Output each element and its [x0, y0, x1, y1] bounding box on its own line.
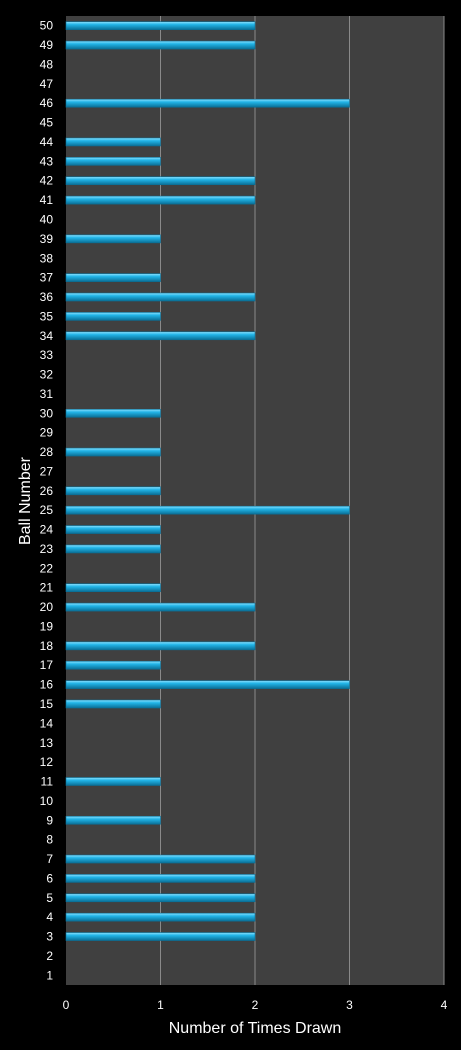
y-tick-label: 34: [40, 329, 54, 343]
bar-ball-35: [65, 312, 161, 321]
y-tick-label: 9: [46, 813, 53, 827]
bar-ball-20: [65, 602, 256, 612]
x-tick-label: 0: [63, 998, 70, 1012]
y-tick-label: 2: [46, 949, 53, 963]
x-tick-labels: 0 1 2 3 4: [63, 998, 448, 1012]
y-tick-label: 20: [40, 600, 54, 614]
y-tick-label: 37: [40, 271, 54, 285]
bar-ball-7: [65, 854, 256, 864]
y-tick-label: 23: [40, 542, 54, 556]
y-tick-label: 15: [40, 697, 54, 711]
bar-ball-41: [65, 195, 256, 205]
y-tick-label: 10: [40, 794, 54, 808]
y-tick-label: 43: [40, 154, 54, 168]
y-tick-label: 26: [40, 484, 54, 498]
bar-ball-49: [65, 40, 256, 50]
y-axis-title: Ball Number: [17, 456, 34, 545]
bar-ball-11: [65, 777, 161, 786]
y-tick-label: 42: [40, 174, 54, 188]
bar-ball-46: [65, 98, 350, 108]
y-tick-label: 12: [40, 755, 54, 769]
bar-ball-43: [65, 157, 161, 166]
x-axis-title: Number of Times Drawn: [169, 1020, 342, 1037]
bar-ball-4: [65, 912, 256, 922]
y-tick-label: 36: [40, 290, 54, 304]
bar-ball-34: [65, 331, 256, 341]
y-tick-label: 29: [40, 426, 54, 440]
bar-ball-21: [65, 583, 161, 593]
y-tick-label: 18: [40, 639, 54, 653]
y-tick-label: 45: [40, 116, 54, 130]
y-tick-label: 46: [40, 96, 54, 110]
y-tick-labels: 1234567891011121314151617181920212223242…: [40, 19, 54, 983]
y-tick-label: 17: [40, 658, 54, 672]
y-tick-label: 21: [40, 581, 54, 595]
bar-ball-42: [65, 176, 256, 186]
x-tick-label: 1: [157, 998, 164, 1012]
bar-ball-39: [65, 234, 161, 244]
bar-ball-3: [65, 932, 256, 941]
bar-ball-50: [65, 21, 256, 30]
y-tick-label: 25: [40, 503, 54, 517]
y-tick-label: 44: [40, 135, 54, 149]
y-tick-label: 48: [40, 57, 54, 71]
bar-ball-18: [65, 641, 256, 651]
y-tick-label: 7: [46, 852, 53, 866]
y-tick-label: 4: [46, 910, 53, 924]
x-tick-label: 2: [252, 998, 259, 1012]
y-tick-label: 28: [40, 445, 54, 459]
bar-ball-24: [65, 525, 161, 534]
y-tick-label: 6: [46, 871, 53, 885]
y-tick-label: 38: [40, 251, 54, 265]
bar-ball-44: [65, 137, 161, 147]
y-tick-label: 32: [40, 368, 54, 382]
y-tick-label: 13: [40, 736, 54, 750]
y-tick-label: 8: [46, 833, 53, 847]
bar-ball-9: [65, 815, 161, 825]
x-tick-label: 4: [441, 998, 448, 1012]
bars: [65, 21, 350, 941]
y-tick-label: 11: [41, 775, 54, 789]
y-tick-label: 24: [40, 523, 54, 537]
y-tick-label: 16: [40, 678, 54, 692]
bar-ball-15: [65, 699, 161, 709]
y-tick-label: 50: [40, 19, 54, 33]
y-tick-label: 22: [40, 561, 54, 575]
bar-ball-5: [65, 893, 256, 903]
y-tick-label: 49: [40, 38, 54, 52]
y-tick-label: 33: [40, 348, 54, 362]
bar-ball-23: [65, 544, 161, 554]
y-tick-label: 14: [40, 716, 54, 730]
bar-ball-16: [65, 680, 350, 689]
y-tick-label: 1: [46, 968, 53, 982]
y-tick-label: 39: [40, 232, 54, 246]
x-tick-label: 3: [346, 998, 353, 1012]
y-tick-label: 41: [40, 193, 54, 207]
bar-ball-28: [65, 447, 161, 457]
bar-ball-6: [65, 874, 256, 883]
y-tick-label: 47: [40, 77, 54, 91]
y-tick-label: 5: [46, 891, 53, 905]
bar-ball-36: [65, 292, 256, 302]
bar-ball-30: [65, 408, 161, 418]
y-tick-label: 30: [40, 406, 54, 420]
bar-ball-26: [65, 486, 161, 496]
bar-ball-37: [65, 273, 161, 282]
y-tick-label: 3: [46, 930, 53, 944]
bar-ball-17: [65, 660, 161, 670]
bar-ball-25: [65, 505, 350, 515]
y-tick-label: 31: [40, 387, 54, 401]
y-tick-label: 35: [40, 309, 54, 323]
y-tick-label: 27: [40, 464, 54, 478]
y-tick-label: 19: [40, 619, 54, 633]
y-tick-label: 40: [40, 212, 54, 226]
